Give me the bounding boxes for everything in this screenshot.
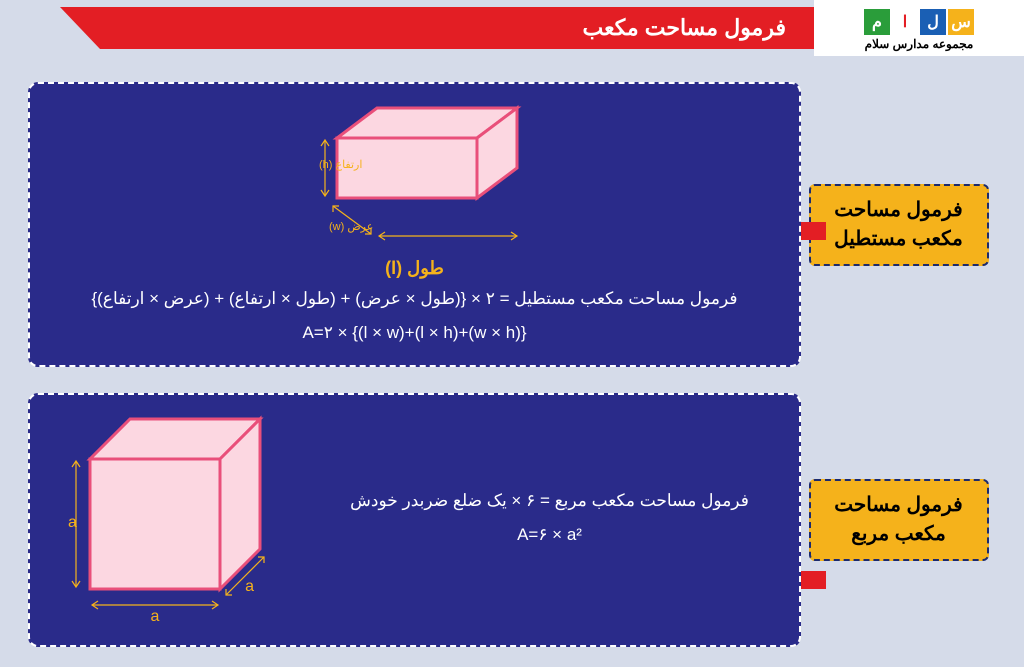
svg-text:a: a [68, 514, 77, 531]
page-title: فرمول مساحت مکعب [60, 7, 814, 49]
logo-block: س [948, 9, 974, 35]
cuboid-formula-en: A=۲ × {(l × w)+(l × h)+(w × h)} [302, 323, 526, 343]
svg-text:a: a [151, 608, 160, 623]
svg-text:ارتفاع (h): ارتفاع (h) [319, 159, 362, 171]
logo-block: م [864, 9, 890, 35]
cube-shape: a a a [58, 413, 288, 623]
logo: سلام مجموعه مدارس سلام [814, 0, 1024, 56]
length-label: طول (l) [385, 258, 444, 279]
svg-text:عرض (w): عرض (w) [329, 221, 373, 233]
cuboid-formula-fa: فرمول مساحت مکعب مستطیل = ۲ × {(طول × عر… [91, 289, 737, 309]
cuboid-row: فرمول مساحت مکعب مستطیل ارتفاع (h [28, 82, 996, 367]
cube-formula-en: A=۶ × a² [517, 525, 582, 545]
cube-panel: فرمول مساحت مکعب مربع = ۶ × یک ضلع ضربدر… [28, 393, 801, 647]
logo-block: ا [892, 9, 918, 35]
header: سلام مجموعه مدارس سلام فرمول مساحت مکعب [0, 0, 1024, 56]
logo-subtitle: مجموعه مدارس سلام [865, 37, 974, 51]
cube-row: فرمول مساحت مکعب مربع فرمول مساحت مکعب م… [28, 393, 996, 647]
content: فرمول مساحت مکعب مستطیل ارتفاع (h [0, 56, 1024, 667]
cuboid-callout: فرمول مساحت مکعب مستطیل [809, 184, 989, 266]
cuboid-panel: ارتفاع (h) عرض (w) طول (l) فرمول مساحت م… [28, 82, 801, 367]
cuboid-shape: ارتفاع (h) عرض (w) [285, 102, 545, 242]
cube-callout: فرمول مساحت مکعب مربع [809, 479, 989, 561]
cube-formula-fa: فرمول مساحت مکعب مربع = ۶ × یک ضلع ضربدر… [350, 491, 749, 511]
logo-block: ل [920, 9, 946, 35]
svg-text:a: a [245, 578, 254, 595]
